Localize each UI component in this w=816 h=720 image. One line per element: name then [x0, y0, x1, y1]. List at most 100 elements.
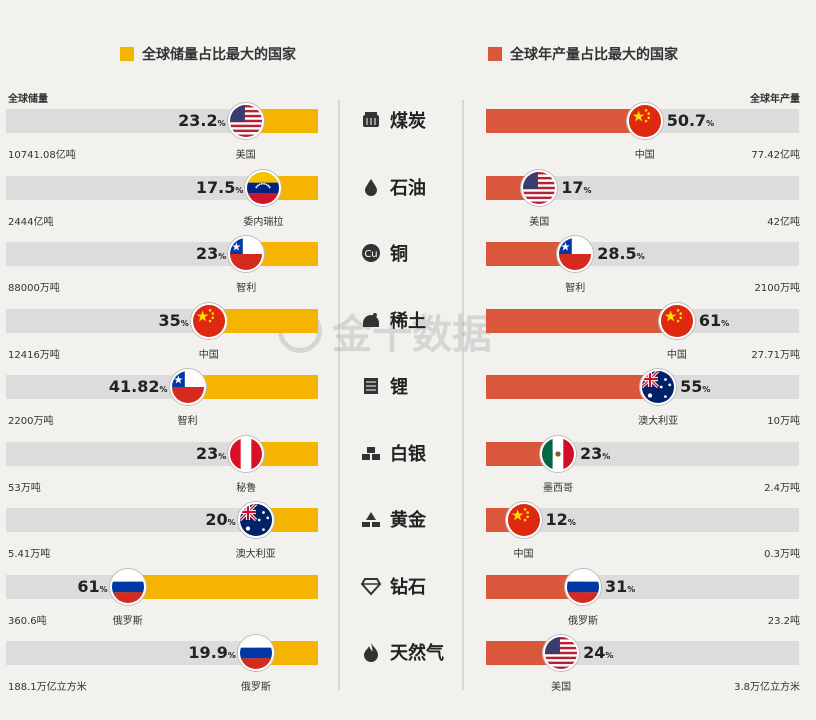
percent-unit: %	[636, 252, 645, 261]
percent-unit: %	[706, 119, 715, 128]
gold-icon	[360, 508, 382, 530]
svg-text:Cu: Cu	[364, 249, 377, 260]
resource-label: 天然气	[360, 639, 444, 665]
reserve-value: 19.9	[188, 643, 228, 662]
resource-name: 黄金	[390, 510, 426, 531]
percent-unit: %	[99, 584, 108, 594]
percent-unit: %	[217, 119, 226, 128]
reserve-country-label: 澳大利亚	[235, 549, 276, 560]
production-flag-mexico-icon	[539, 435, 576, 472]
resource-name: 煤炭	[390, 111, 426, 132]
legend-label-production: 全球年产量占比最大的国家	[510, 47, 678, 63]
reserve-value-label: 20%	[205, 510, 235, 529]
reserve-value: 17.5	[195, 177, 236, 197]
reserve-flag-russia-icon	[109, 568, 146, 605]
production-value: 23	[579, 443, 603, 463]
production-value-label: 12%	[546, 510, 576, 529]
chart-row: 23.2% 美国 10741.08亿吨 煤炭 50.7% 中国 77.42亿吨	[0, 103, 816, 169]
lithium-icon	[360, 375, 382, 397]
chart-row: 17.5% 委内瑞拉 2444亿吨 石油 17% 美国 42亿吨	[0, 169, 816, 236]
silver-icon	[360, 442, 382, 464]
production-bar	[486, 109, 645, 133]
resource-label: 锂	[360, 373, 408, 399]
reserve-flag-chile-icon	[228, 236, 265, 272]
percent-unit: %	[627, 584, 636, 594]
production-total-label: 2.4万吨	[764, 482, 800, 494]
resource-label: 石油	[360, 174, 426, 200]
reserve-bar-track	[6, 375, 318, 399]
percent-unit: %	[235, 185, 244, 195]
percent-unit: %	[602, 451, 611, 461]
divider-left	[338, 100, 340, 690]
reserve-value-label: 23%	[196, 444, 226, 463]
production-total-label: 10万吨	[767, 416, 800, 427]
production-value: 12	[545, 510, 568, 529]
reserve-country-label: 智利	[177, 416, 198, 427]
reserve-bar-track	[6, 574, 318, 599]
resource-name: 白银	[390, 443, 426, 465]
resource-name: 铜	[390, 244, 408, 265]
chart-row: 61% 俄罗斯 360.6吨 钻石 31% 俄罗斯 23.2吨	[0, 568, 816, 635]
production-flag-russia-icon	[565, 568, 602, 605]
reserve-value-label: 35%	[159, 311, 189, 330]
reserve-bar-track	[6, 441, 318, 466]
reserve-country-label: 中国	[198, 349, 219, 361]
oil-drop-icon	[360, 176, 382, 198]
reserve-flag-venezuela-icon	[245, 169, 282, 206]
production-flag-china-icon	[658, 302, 695, 339]
production-bar-track	[486, 242, 799, 266]
reserve-value: 23.2	[178, 111, 218, 130]
production-total-label: 42亿吨	[767, 216, 800, 228]
percent-unit: %	[567, 518, 576, 527]
production-bar-track	[486, 574, 799, 599]
production-country-label: 美国	[529, 216, 550, 228]
reserve-total-label: 188.1万亿立方米	[8, 682, 87, 693]
percent-unit: %	[605, 651, 614, 660]
reserve-total-label: 88000万吨	[8, 283, 60, 294]
production-value: 28.5	[597, 244, 637, 263]
watermark-text: 金十数据	[332, 312, 492, 358]
production-value-label: 50.7%	[667, 111, 715, 130]
production-total-label: 77.42亿吨	[751, 150, 800, 161]
chart-row: 35% 中国 12416万吨 稀土 61% 中国 27.71万吨	[0, 302, 816, 369]
production-value: 61	[698, 310, 722, 330]
production-flag-china-icon	[626, 103, 663, 139]
reserve-value-label: 23%	[196, 244, 226, 263]
production-country-label: 中国	[634, 150, 655, 161]
resource-label: Cu 铜	[360, 240, 408, 266]
reserve-bar	[208, 308, 318, 333]
production-bar-track	[486, 641, 799, 665]
percent-unit: %	[227, 518, 236, 527]
column-header-production: 全球年产量	[750, 94, 800, 105]
reserve-total-label: 2444亿吨	[8, 216, 54, 228]
production-total-label: 0.3万吨	[764, 549, 800, 560]
column-header-reserves: 全球储量	[8, 94, 48, 105]
chart-row: 23% 秘鲁 53万吨 白银 23% 墨西哥 2.4万吨	[0, 435, 816, 502]
resource-name: 稀土	[390, 310, 426, 332]
reserve-country-label: 美国	[235, 150, 256, 161]
percent-unit: %	[180, 318, 189, 328]
coal-icon	[360, 109, 382, 131]
chart-row: 23% 智利 88000万吨 Cu 铜 28.5% 智利 2100万吨	[0, 236, 816, 302]
production-country-label: 智利	[565, 283, 586, 294]
production-bar-track	[486, 308, 799, 333]
production-total-label: 2100万吨	[754, 283, 800, 294]
reserve-total-label: 5.41万吨	[8, 549, 51, 560]
reserve-country-label: 智利	[236, 283, 257, 294]
reserve-flag-peru-icon	[228, 435, 265, 472]
reserve-flag-chile-icon	[169, 369, 206, 405]
reserve-country-label: 俄罗斯	[112, 615, 143, 627]
production-country-label: 俄罗斯	[568, 615, 599, 627]
chart-row: 20% 澳大利亚 5.41万吨 黄金 12% 中国 0.3万吨	[0, 502, 816, 568]
production-country-label: 墨西哥	[542, 482, 573, 494]
natural-gas-icon	[360, 641, 382, 663]
reserve-total-label: 2200万吨	[8, 416, 54, 427]
production-country-label: 澳大利亚	[638, 416, 679, 427]
reserve-bar-track	[6, 308, 318, 333]
reserve-total-label: 10741.08亿吨	[8, 150, 76, 161]
diamond-icon	[360, 575, 382, 597]
production-value-label: 17%	[561, 178, 591, 197]
production-value-label: 28.5%	[597, 244, 645, 263]
reserve-total-label: 360.6吨	[8, 615, 47, 627]
reserve-value: 61	[77, 576, 100, 596]
